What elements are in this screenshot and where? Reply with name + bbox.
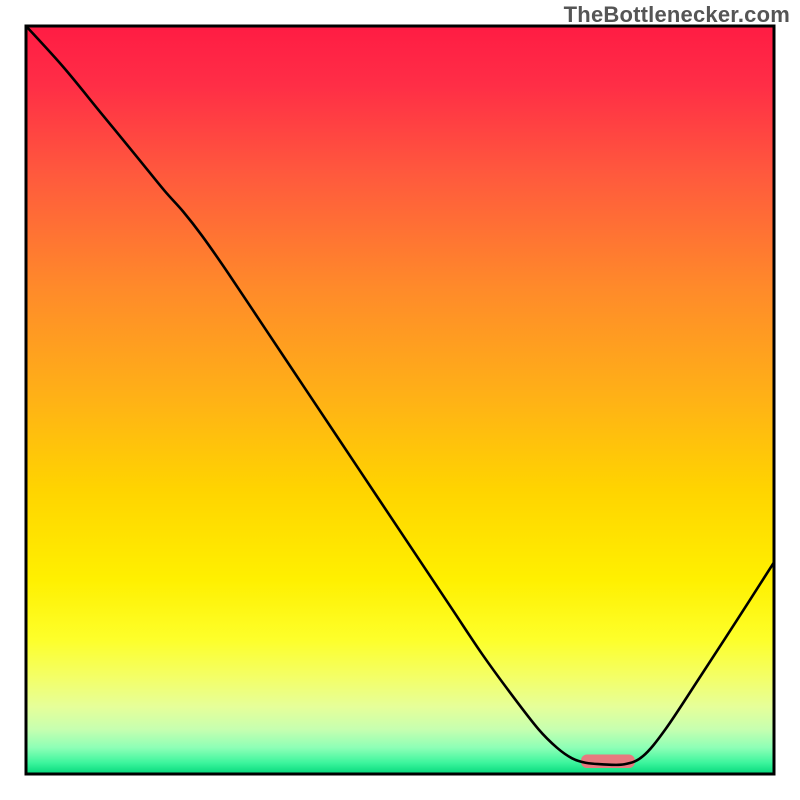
watermark-text: TheBottlenecker.com [564, 2, 790, 28]
bottleneck-curve-chart [0, 0, 800, 800]
gradient-background [26, 26, 774, 774]
optimal-range-marker [581, 755, 635, 768]
chart-container: TheBottlenecker.com [0, 0, 800, 800]
